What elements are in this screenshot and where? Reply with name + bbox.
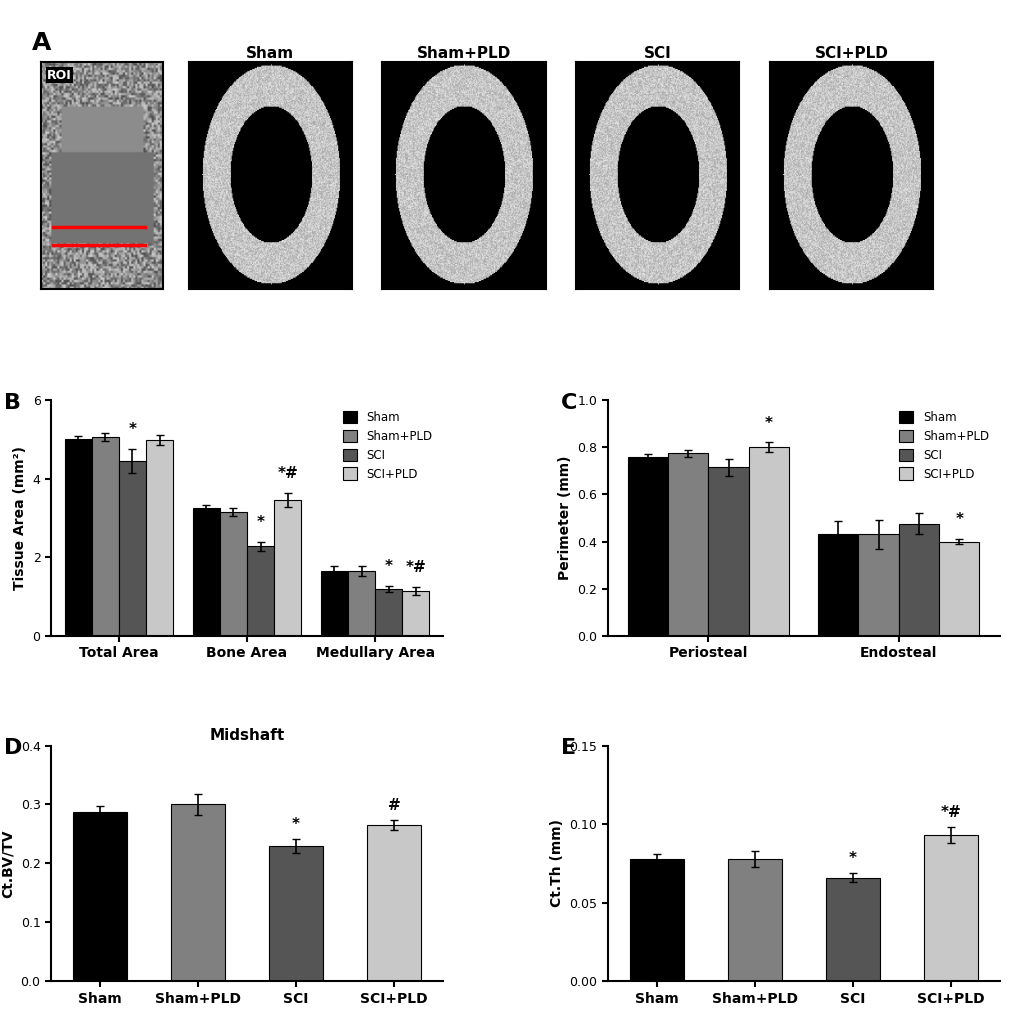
Text: *#: *# <box>406 560 426 575</box>
Y-axis label: Ct.BV/TV: Ct.BV/TV <box>1 829 15 898</box>
Bar <box>367 825 421 981</box>
Bar <box>629 858 683 981</box>
Bar <box>73 812 126 981</box>
Bar <box>923 835 976 981</box>
Legend: Sham, Sham+PLD, SCI, SCI+PLD: Sham, Sham+PLD, SCI, SCI+PLD <box>894 406 993 486</box>
Text: *: * <box>848 851 856 866</box>
Text: D: D <box>4 739 22 758</box>
Bar <box>627 457 667 636</box>
Bar <box>220 512 247 636</box>
Bar <box>193 508 220 636</box>
Bar <box>748 447 789 636</box>
Bar <box>274 500 301 636</box>
Bar <box>824 878 878 981</box>
Bar <box>247 546 274 636</box>
Bar <box>667 453 708 636</box>
Text: #: # <box>387 799 400 813</box>
Text: *: * <box>955 512 962 527</box>
Bar <box>375 589 401 636</box>
Text: ROI: ROI <box>47 69 71 82</box>
Bar <box>171 805 225 981</box>
Bar <box>269 846 323 981</box>
Title: Sham+PLD: Sham+PLD <box>417 45 511 61</box>
Y-axis label: Perimeter (mm): Perimeter (mm) <box>557 456 571 581</box>
Bar <box>401 591 429 636</box>
Bar <box>321 571 347 636</box>
Bar <box>898 524 938 636</box>
Title: SCI+PLD: SCI+PLD <box>814 45 888 61</box>
Bar <box>119 461 146 636</box>
Y-axis label: Ct.Th (mm): Ct.Th (mm) <box>549 819 564 907</box>
Text: C: C <box>560 393 577 413</box>
Text: *: * <box>384 559 392 573</box>
Text: *#: *# <box>940 805 960 820</box>
Title: SCI: SCI <box>643 45 672 61</box>
Text: *: * <box>291 817 300 832</box>
Bar <box>938 541 978 636</box>
Text: E: E <box>560 739 575 758</box>
Bar <box>146 440 173 636</box>
Text: *#: *# <box>277 467 298 481</box>
Bar <box>858 534 898 636</box>
Title: Midshaft: Midshaft <box>209 728 284 743</box>
Bar <box>817 534 858 636</box>
Legend: Sham, Sham+PLD, SCI, SCI+PLD: Sham, Sham+PLD, SCI, SCI+PLD <box>337 406 437 486</box>
Bar <box>92 437 119 636</box>
Title: Sham: Sham <box>246 45 294 61</box>
Text: B: B <box>4 393 21 413</box>
Bar <box>64 439 92 636</box>
Bar <box>727 858 781 981</box>
Text: *: * <box>257 514 264 530</box>
Text: *: * <box>764 415 772 431</box>
Text: *: * <box>128 422 137 437</box>
Bar <box>347 571 375 636</box>
Text: A: A <box>32 31 51 55</box>
Y-axis label: Tissue Area (mm²): Tissue Area (mm²) <box>13 446 26 590</box>
Bar <box>708 467 748 636</box>
